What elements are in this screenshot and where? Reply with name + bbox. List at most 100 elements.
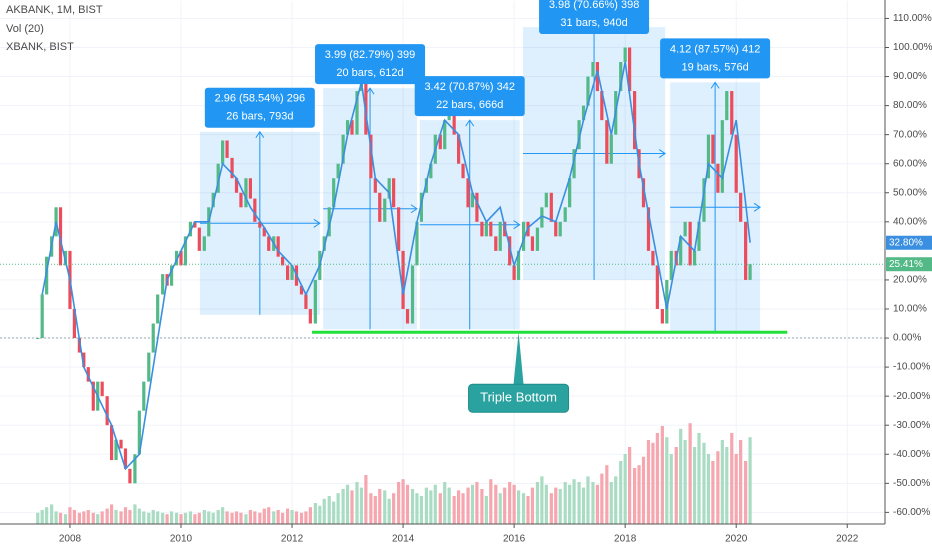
volume-bar (253, 511, 257, 524)
volume-bar (660, 426, 664, 524)
volume-bar (706, 454, 711, 524)
candle (169, 265, 174, 286)
volume-bar (716, 451, 720, 524)
candle (253, 198, 257, 222)
y-tick-label: 40.00% (893, 216, 927, 227)
volume-bar (290, 510, 294, 524)
candle (183, 236, 188, 266)
candle (623, 47, 627, 63)
candle (665, 279, 669, 324)
volume-bar (516, 490, 521, 524)
volume-bar (369, 493, 373, 524)
candle (397, 207, 401, 251)
x-tick-label: 2022 (836, 534, 859, 545)
volume-bar (512, 484, 516, 524)
xbank-line (41, 61, 751, 471)
volume-bar (86, 510, 90, 524)
volume-bar (577, 482, 581, 524)
volume-bar (72, 510, 76, 524)
arrow-head (710, 81, 761, 212)
y-tick-label: 110.00% (893, 13, 932, 24)
volume-bar (77, 512, 81, 524)
x-tick-label: 2010 (170, 534, 193, 545)
y-tick-label: 70.00% (893, 129, 927, 140)
candle (725, 91, 729, 121)
volume-bar (91, 512, 95, 524)
volume-bar (494, 484, 498, 524)
volume-bar (646, 440, 651, 524)
volume-bar (457, 490, 461, 524)
candle (133, 454, 137, 484)
candle (258, 221, 262, 228)
candle (744, 221, 748, 280)
volume-bar (475, 482, 479, 524)
candle (373, 178, 377, 193)
candle (544, 192, 548, 208)
volume-bar (299, 512, 304, 524)
x-tick-label: 2018 (614, 534, 637, 545)
candle (568, 178, 572, 208)
volume-bar (272, 511, 276, 524)
volume-bar (480, 489, 484, 524)
volume-bar (623, 454, 627, 524)
volume-bar (438, 493, 442, 524)
measure-label: 26 bars, 793d (226, 111, 293, 123)
candle (558, 221, 562, 237)
x-tick-label: 2014 (392, 534, 415, 545)
last-value-label: 25.41% (889, 259, 923, 270)
volume-bar (165, 514, 169, 524)
y-tick-label: 100.00% (893, 42, 932, 53)
y-tick-label: 80.00% (893, 100, 927, 111)
candle (248, 178, 252, 199)
volume-bar (549, 493, 553, 524)
candle (572, 149, 576, 179)
measure-label: 3.99 (82.79%) 399 (325, 49, 416, 61)
y-tick-label: 20.00% (893, 275, 927, 286)
candle (100, 381, 104, 397)
candle (716, 163, 720, 193)
candle (114, 439, 118, 461)
x-tick-label: 2012 (281, 534, 304, 545)
candle (443, 120, 447, 150)
candle (457, 134, 461, 164)
volume-bar (392, 493, 396, 524)
volume-bar (294, 511, 299, 524)
volume-bar (748, 437, 752, 524)
volume-bar (221, 507, 225, 524)
candle (540, 207, 544, 228)
candle (498, 221, 502, 251)
x-tick-label: 2020 (725, 534, 748, 545)
volume-bar (276, 510, 280, 524)
volume-bar (50, 504, 54, 524)
candle (364, 76, 368, 135)
measure-label-box (315, 44, 426, 85)
last-value-label: 32.80% (889, 237, 923, 248)
volume-bar (591, 482, 595, 524)
candle (119, 439, 123, 449)
candle (748, 264, 752, 280)
volume-bar (174, 512, 179, 524)
candle (401, 250, 405, 309)
volume-bar (169, 511, 174, 524)
candle (720, 120, 724, 193)
volume-bar (558, 489, 562, 524)
volume-bar (225, 511, 229, 524)
y-tick-label: 60.00% (893, 158, 927, 169)
volume-bar (535, 482, 540, 524)
volume-bar (401, 479, 405, 524)
candle (470, 192, 475, 208)
volume-bar (345, 484, 350, 524)
volume-bar (378, 489, 382, 524)
candle (683, 221, 687, 237)
volume-bar (318, 505, 322, 524)
volume-bar (285, 508, 290, 524)
candle (355, 91, 359, 135)
candle (734, 134, 738, 193)
volume-bar (600, 473, 604, 524)
volume-bar (147, 512, 151, 524)
candle (45, 256, 49, 295)
volume-bar (359, 487, 364, 524)
measure-label: 20 bars, 612d (336, 67, 403, 79)
candle (628, 47, 632, 92)
volume-bar (526, 496, 530, 524)
